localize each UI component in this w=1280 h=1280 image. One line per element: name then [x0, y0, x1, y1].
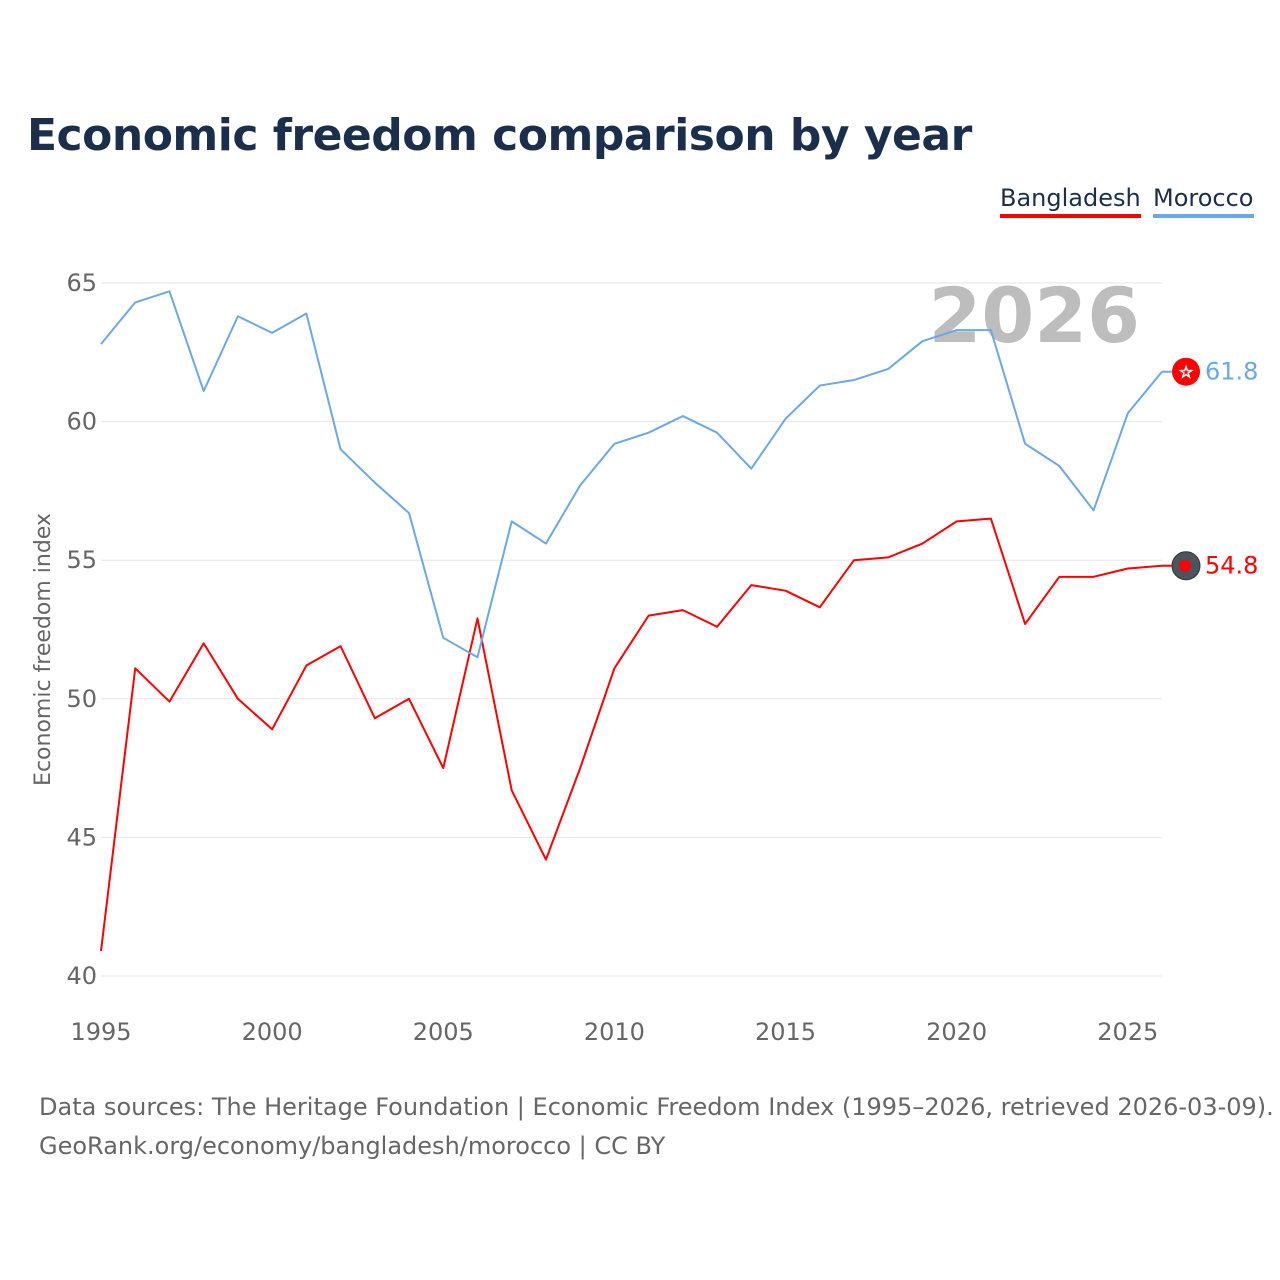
x-tick-label: 2000	[242, 1018, 303, 1046]
source-note: Data sources: The Heritage Foundation | …	[39, 1088, 1274, 1166]
morocco-flag-marker	[1172, 357, 1200, 386]
x-tick-label: 2015	[755, 1018, 816, 1046]
y-tick-label: 40	[66, 962, 97, 990]
x-tick-label: 2005	[413, 1018, 474, 1046]
y-tick-label: 55	[66, 546, 97, 574]
star-icon: ☆	[1179, 365, 1193, 382]
source-line-1: Data sources: The Heritage Foundation | …	[39, 1093, 1274, 1121]
year-watermark: 2026	[928, 271, 1140, 360]
x-tick-label: 2020	[926, 1018, 987, 1046]
series-line-bangladesh	[100, 517, 1163, 952]
y-tick-label: 65	[66, 269, 97, 297]
legend-morocco[interactable]: Morocco	[1153, 184, 1254, 218]
x-tick-label: 2010	[584, 1018, 645, 1046]
x-tick-label: 2025	[1097, 1018, 1158, 1046]
chart-title: Economic freedom comparison by year	[27, 110, 972, 161]
end-value-label: 54.8	[1205, 552, 1258, 580]
red-dot-icon	[1179, 559, 1191, 572]
y-tick-label: 60	[66, 408, 97, 436]
series-line-morocco	[100, 290, 1163, 659]
x-tick-label: 1995	[70, 1018, 131, 1046]
y-axis-label: Economic freedom index	[31, 513, 56, 786]
legend-bangladesh[interactable]: Bangladesh	[1000, 184, 1141, 218]
y-tick-label: 50	[66, 685, 97, 713]
source-line-2[interactable]: GeoRank.org/economy/bangladesh/morocco |…	[39, 1132, 666, 1160]
y-tick-label: 45	[66, 823, 97, 851]
end-value-label: 61.8	[1205, 358, 1258, 386]
